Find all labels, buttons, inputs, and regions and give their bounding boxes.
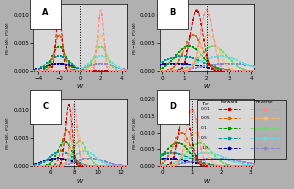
Text: 0.1: 0.1: [201, 126, 208, 130]
X-axis label: $W$: $W$: [76, 82, 84, 90]
Text: D: D: [169, 102, 176, 111]
Y-axis label: $P_0(-W),\ P_1(W)$: $P_0(-W),\ P_1(W)$: [4, 21, 12, 55]
X-axis label: $W$: $W$: [203, 82, 211, 90]
Text: C: C: [42, 102, 49, 111]
X-axis label: $W$: $W$: [76, 177, 84, 185]
Text: 0.05: 0.05: [201, 116, 211, 121]
X-axis label: $W$: $W$: [203, 177, 211, 185]
Text: A: A: [42, 8, 49, 16]
Text: $\tau_{or}$: $\tau_{or}$: [201, 100, 210, 108]
Y-axis label: $P_0(-W),\ P_1(W)$: $P_0(-W),\ P_1(W)$: [131, 21, 138, 55]
Text: 1.0: 1.0: [201, 146, 208, 150]
Text: Forward: Forward: [220, 100, 238, 104]
Text: 0.5: 0.5: [201, 136, 208, 140]
Y-axis label: $P_0(-W),\ P_1(W)$: $P_0(-W),\ P_1(W)$: [131, 116, 138, 149]
Text: 0.01: 0.01: [201, 107, 211, 111]
Bar: [197, 100, 286, 159]
Y-axis label: $P_0(-W),\ P_1(W)$: $P_0(-W),\ P_1(W)$: [4, 116, 12, 149]
Text: Reverse: Reverse: [256, 100, 274, 104]
Text: B: B: [169, 8, 176, 16]
